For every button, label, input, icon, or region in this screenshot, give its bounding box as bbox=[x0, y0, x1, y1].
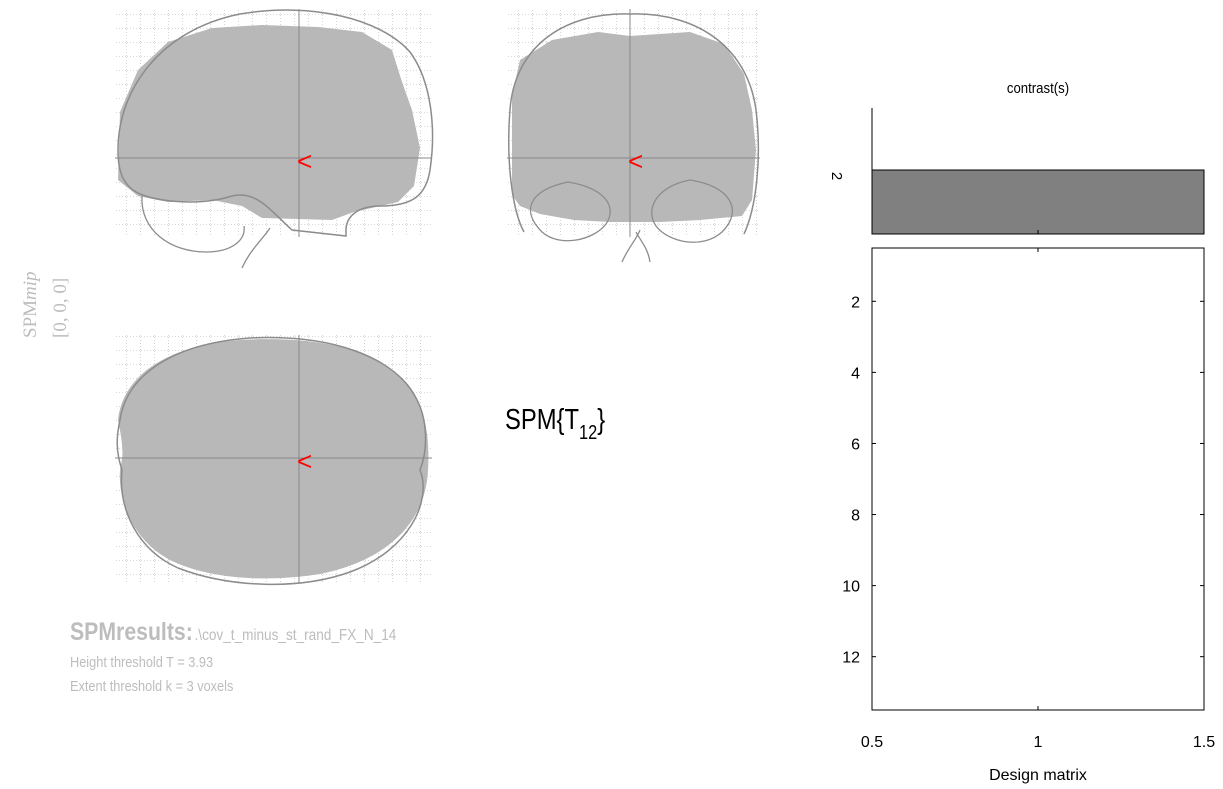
y-tick-label: 2 bbox=[851, 294, 860, 311]
y-tick-label: 12 bbox=[842, 650, 860, 667]
design-matrix-cell bbox=[872, 532, 1204, 568]
spm-mip-label: SPMmip [0, 0, 0] bbox=[6, 238, 76, 348]
sagittal-view bbox=[115, 9, 434, 269]
extent-threshold: Extent threshold k = 3 voxels bbox=[70, 678, 234, 695]
design-matrix-cell bbox=[872, 496, 1204, 533]
coronal-view bbox=[507, 9, 760, 263]
axial-outline bbox=[116, 336, 427, 586]
coronal-activation-blob bbox=[512, 32, 756, 222]
x-tick-label: 1.5 bbox=[1193, 734, 1215, 751]
design-matrix-cell bbox=[872, 425, 1204, 462]
axial-activation-blob bbox=[118, 339, 429, 579]
x-tick-label: 1 bbox=[1034, 734, 1043, 751]
spm-mip-coordinates: [0, 0, 0] bbox=[50, 278, 71, 338]
contrast-y-tick-label: 2 bbox=[828, 172, 845, 180]
sagittal-outline bbox=[117, 9, 434, 237]
statistic-df: 12 bbox=[579, 422, 598, 444]
coronal-outline bbox=[508, 13, 760, 235]
design-matrix-cell bbox=[872, 567, 1204, 604]
cursor-marker-sagittal: < bbox=[297, 146, 312, 176]
x-axis-label: Design matrix bbox=[989, 767, 1087, 784]
cursor-marker-coronal: < bbox=[628, 146, 643, 176]
statistic-suffix: } bbox=[597, 404, 606, 436]
results-info: SPMresults: .\cov_t_minus_st_rand_FX_N_14… bbox=[70, 618, 454, 695]
cursor-marker-axial: < bbox=[297, 446, 312, 476]
design-matrix-cell bbox=[872, 248, 1204, 284]
results-heading: SPMresults: bbox=[70, 618, 193, 646]
statistic-prefix: SPM{T bbox=[505, 404, 580, 436]
contrast-bar bbox=[871, 169, 1205, 235]
y-tick-label: 8 bbox=[851, 508, 860, 525]
design-matrix-cell bbox=[872, 638, 1204, 675]
design-matrix-cell bbox=[872, 603, 1204, 639]
contrast-title: contrast(s) bbox=[1007, 79, 1069, 96]
results-file: .\cov_t_minus_st_rand_FX_N_14 bbox=[194, 627, 397, 644]
design-matrix-cell bbox=[872, 461, 1204, 497]
design-matrix-cell bbox=[872, 283, 1204, 320]
y-tick-label: 4 bbox=[851, 365, 860, 382]
y-tick-label: 6 bbox=[851, 436, 860, 453]
design-matrix-cell bbox=[872, 319, 1204, 355]
axial-view bbox=[115, 335, 432, 586]
sagittal-activation-blob bbox=[118, 25, 420, 220]
y-tick-label: 10 bbox=[842, 579, 860, 596]
spm-mip-name: SPMmip bbox=[20, 271, 41, 338]
design-matrix-cell bbox=[872, 674, 1204, 710]
height-threshold: Height threshold T = 3.93 bbox=[70, 654, 214, 671]
design-matrix-cell bbox=[872, 354, 1204, 391]
statistic-title: SPM{T12} bbox=[505, 404, 605, 445]
x-tick-label: 0.5 bbox=[861, 734, 883, 751]
design-matrix-cell bbox=[872, 390, 1204, 426]
